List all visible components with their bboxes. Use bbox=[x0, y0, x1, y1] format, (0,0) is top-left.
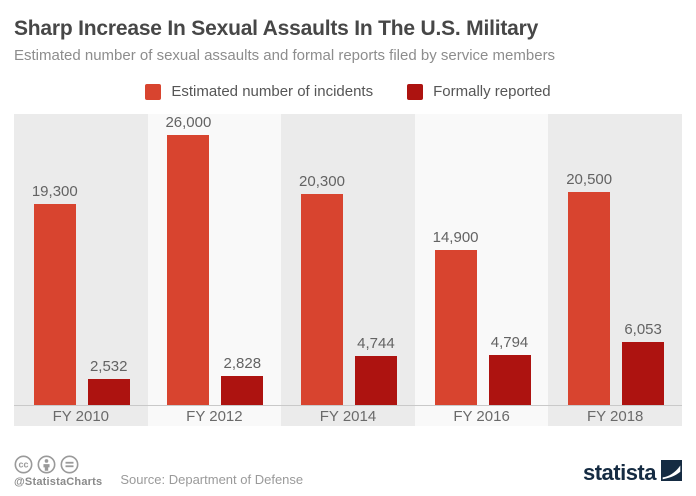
chart-column: 26,000 2,828 FY 2012 bbox=[147, 114, 282, 426]
bar-with-label: 6,053 bbox=[622, 321, 665, 405]
chart: 19,300 2,532 FY 2010 26,000 2,828 FY 2012 20,3… bbox=[14, 114, 682, 426]
bar-reported bbox=[488, 355, 531, 405]
bar-value-label: 20,500 bbox=[566, 171, 613, 188]
x-axis-label: FY 2018 bbox=[586, 408, 644, 425]
x-axis-label: FY 2012 bbox=[186, 408, 243, 425]
no-derivatives-icon bbox=[60, 455, 79, 474]
x-axis-label: FY 2010 bbox=[52, 408, 110, 425]
chart-column: 20,300 4,744 FY 2014 bbox=[281, 114, 415, 426]
bar-value-label: 14,900 bbox=[432, 229, 479, 246]
bar-with-label: 2,532 bbox=[87, 358, 130, 405]
bar-with-label: 4,794 bbox=[488, 334, 531, 405]
bar-estimated bbox=[33, 204, 76, 405]
bar-with-label: 4,744 bbox=[354, 335, 397, 405]
bar-estimated bbox=[568, 192, 611, 405]
legend-swatch-reported bbox=[407, 83, 424, 100]
chart-legend: Estimated number of incidents Formally r… bbox=[0, 83, 696, 100]
chart-column: 14,900 4,794 FY 2016 bbox=[414, 114, 549, 426]
legend-item-estimated: Estimated number of incidents bbox=[145, 83, 373, 100]
cc-icon: cc bbox=[14, 455, 33, 474]
chart-header: Sharp Increase In Sexual Assaults In The… bbox=[0, 0, 696, 66]
svg-text:cc: cc bbox=[18, 460, 28, 470]
chart-title: Sharp Increase In Sexual Assaults In The… bbox=[14, 17, 539, 40]
bar-estimated bbox=[300, 194, 343, 405]
cc-license-block: cc @Stati bbox=[14, 455, 102, 488]
statista-charts-handle: @StatistaCharts bbox=[14, 476, 103, 488]
legend-item-reported: Formally reported bbox=[407, 83, 551, 100]
x-axis-line bbox=[14, 405, 682, 406]
bar-value-label: 6,053 bbox=[624, 321, 662, 338]
x-axis-label: FY 2016 bbox=[453, 408, 510, 425]
footer: cc @Stati bbox=[14, 455, 682, 488]
bar-group: 20,300 4,744 bbox=[281, 114, 415, 405]
bar-group: 20,500 6,053 bbox=[548, 114, 682, 405]
bar-value-label: 4,794 bbox=[490, 334, 529, 351]
source-text: Source: Department of Defense bbox=[120, 472, 304, 487]
legend-label: Formally reported bbox=[433, 83, 551, 100]
bar-with-label: 19,300 bbox=[32, 183, 78, 405]
bar-group: 19,300 2,532 bbox=[14, 114, 148, 405]
bar-reported bbox=[622, 342, 665, 405]
attribution-icon bbox=[37, 455, 56, 474]
bar-reported bbox=[87, 379, 130, 405]
bar-group: 26,000 2,828 bbox=[148, 114, 282, 405]
bar-with-label: 20,500 bbox=[566, 171, 612, 405]
bar-value-label: 19,300 bbox=[31, 183, 78, 200]
bar-value-label: 2,828 bbox=[223, 355, 262, 372]
bar-estimated bbox=[434, 250, 477, 405]
bar-value-label: 4,744 bbox=[357, 335, 395, 352]
chart-column: 19,300 2,532 FY 2010 bbox=[14, 114, 148, 426]
chart-column: 20,500 6,053 FY 2018 bbox=[548, 114, 682, 426]
bar-with-label: 14,900 bbox=[433, 229, 479, 405]
bar-group: 14,900 4,794 bbox=[415, 114, 549, 405]
bar-reported bbox=[354, 356, 397, 405]
legend-swatch-estimated bbox=[145, 83, 162, 100]
bar-with-label: 20,300 bbox=[299, 173, 345, 405]
bar-with-label: 26,000 bbox=[165, 114, 211, 405]
bar-value-label: 2,532 bbox=[89, 358, 128, 375]
bar-value-label: 20,300 bbox=[299, 173, 345, 190]
legend-label: Estimated number of incidents bbox=[171, 83, 374, 100]
bar-with-label: 2,828 bbox=[221, 355, 264, 405]
bar-reported bbox=[221, 376, 264, 405]
statista-logo-icon bbox=[661, 460, 682, 486]
statista-logo-text: statista bbox=[582, 460, 657, 485]
cc-license-icons: cc bbox=[14, 455, 102, 474]
chart-subtitle: Estimated number of sexual assaults and … bbox=[14, 47, 556, 64]
bar-value-label: 26,000 bbox=[165, 114, 212, 131]
x-axis-label: FY 2014 bbox=[319, 408, 377, 425]
statista-logo: statista bbox=[583, 460, 682, 488]
bar-estimated bbox=[167, 135, 210, 405]
